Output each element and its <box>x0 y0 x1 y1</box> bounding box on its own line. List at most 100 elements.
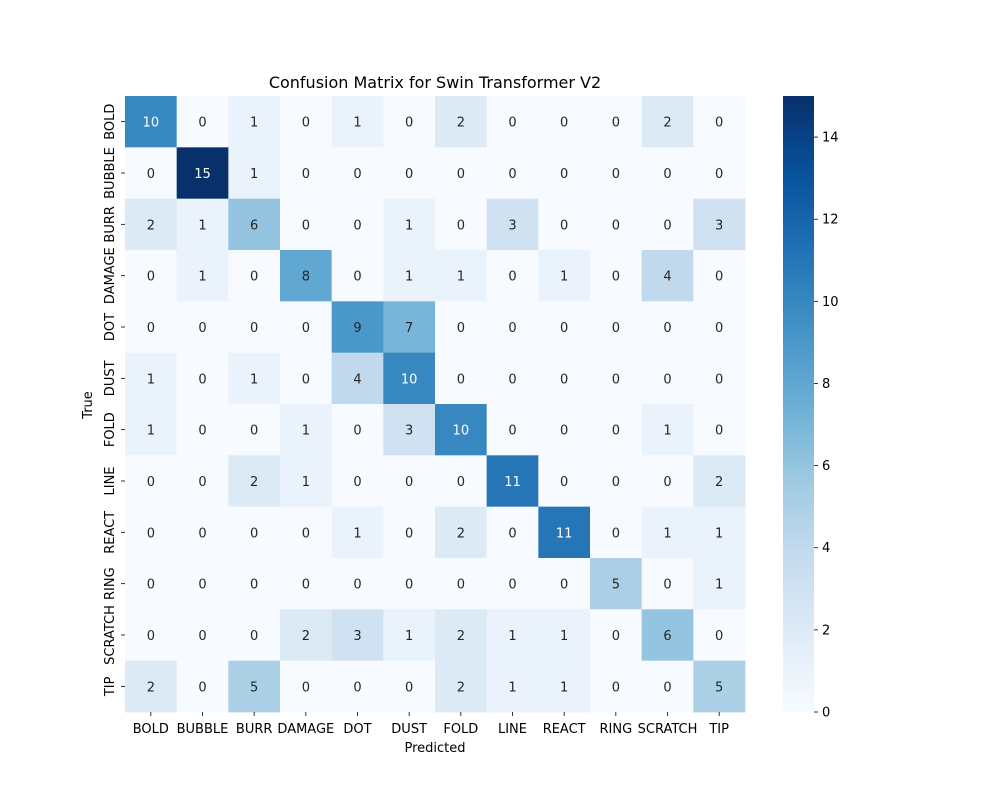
x-tick-label: BOLD <box>133 722 169 737</box>
y-tick-label: DUST <box>103 360 118 396</box>
cell-value-label: 0 <box>302 116 310 131</box>
heatmap-cell <box>693 506 746 559</box>
heatmap-cell <box>641 506 694 559</box>
heatmap-cell <box>228 250 281 302</box>
heatmap-cell <box>125 404 178 456</box>
cell-value-label: 0 <box>715 321 723 336</box>
cell-value-label: 0 <box>198 116 206 131</box>
cell-value-label: 1 <box>560 680 568 695</box>
heatmap-cell <box>228 147 281 200</box>
cell-value-label: 0 <box>353 167 361 182</box>
cell-value-label: 1 <box>715 526 723 541</box>
y-tick-label: TIP <box>103 676 118 697</box>
cell-value-label: 0 <box>715 116 723 131</box>
cell-value-label: 0 <box>663 372 671 387</box>
cell-value-label: 0 <box>353 218 361 233</box>
cell-value-label: 2 <box>147 218 155 233</box>
heatmap-cell <box>538 660 591 713</box>
heatmap-cell <box>176 404 229 456</box>
heatmap-cell <box>590 404 643 456</box>
heatmap-cell <box>280 609 333 662</box>
heatmap-cell <box>125 301 178 354</box>
colorbar-tick-label: 6 <box>822 459 830 474</box>
cell-value-label: 2 <box>457 116 465 131</box>
x-tick-label: BUBBLE <box>177 722 229 737</box>
cell-value-label: 10 <box>143 116 160 131</box>
x-tick-label: LINE <box>498 722 527 737</box>
cell-value-label: 0 <box>198 424 206 439</box>
cell-value-label: 0 <box>353 270 361 285</box>
heatmap-cell <box>538 301 591 354</box>
cell-value-label: 9 <box>353 321 361 336</box>
heatmap-cell <box>280 404 333 456</box>
cell-value-label: 10 <box>401 372 418 387</box>
cell-value-label: 1 <box>663 526 671 541</box>
heatmap-cell <box>590 558 643 610</box>
heatmap-cell <box>435 301 488 354</box>
cell-value-label: 0 <box>302 372 310 387</box>
heatmap-cell <box>435 96 488 148</box>
cell-value-label: 2 <box>302 629 310 644</box>
heatmap-cell <box>176 660 229 713</box>
x-tick-label: RING <box>599 722 632 737</box>
cell-value-label: 0 <box>198 321 206 336</box>
cell-value-label: 0 <box>147 167 155 182</box>
cell-value-label: 0 <box>405 116 413 131</box>
cell-value-label: 0 <box>405 167 413 182</box>
heatmap-cell <box>538 404 591 456</box>
cell-value-label: 0 <box>147 629 155 644</box>
cell-value-label: 0 <box>198 475 206 490</box>
cell-value-label: 0 <box>353 475 361 490</box>
cell-value-label: 0 <box>198 372 206 387</box>
heatmap-cell <box>486 147 539 200</box>
cell-value-label: 0 <box>612 218 620 233</box>
heatmap-cell <box>125 198 178 251</box>
heatmap-cell <box>383 455 436 508</box>
heatmap-cell <box>693 147 746 200</box>
heatmap-cell <box>228 558 281 610</box>
cell-value-label: 1 <box>508 629 516 644</box>
cell-value-label: 0 <box>302 680 310 695</box>
cell-value-label: 0 <box>457 218 465 233</box>
cell-value-label: 1 <box>353 116 361 131</box>
y-tick-label: DAMAGE <box>103 247 118 304</box>
heatmap-cell <box>693 96 746 148</box>
heatmap-cell <box>538 609 591 662</box>
cell-value-label: 1 <box>508 680 516 695</box>
heatmap-cell <box>538 96 591 148</box>
x-tick-label: DAMAGE <box>277 722 334 737</box>
heatmap-cell <box>486 506 539 559</box>
cell-value-label: 0 <box>250 578 258 593</box>
heatmap-cell <box>590 96 643 148</box>
x-tick-label: SCRATCH <box>638 722 698 737</box>
cell-value-label: 7 <box>405 321 413 336</box>
x-tick-label: REACT <box>543 722 586 737</box>
x-tick-label: FOLD <box>443 722 478 737</box>
cell-value-label: 1 <box>405 218 413 233</box>
colorbar-tick-label: 8 <box>822 377 830 392</box>
heatmap-cell <box>176 198 229 251</box>
heatmap-cell <box>693 198 746 251</box>
colorbar-tick-label: 10 <box>822 295 839 310</box>
cell-value-label: 6 <box>663 629 671 644</box>
heatmap-cell <box>590 147 643 200</box>
colorbar-tick-label: 2 <box>822 623 830 638</box>
y-tick-label: RING <box>103 567 118 600</box>
y-tick-label: BOLD <box>103 104 118 140</box>
cell-value-label: 1 <box>302 424 310 439</box>
cell-value-label: 1 <box>302 475 310 490</box>
cell-value-label: 2 <box>457 680 465 695</box>
heatmap-cell <box>538 352 591 405</box>
x-tick-label: BURR <box>236 722 273 737</box>
cell-value-label: 0 <box>612 270 620 285</box>
heatmap-cell <box>590 455 643 508</box>
heatmap-cell <box>641 301 694 354</box>
heatmap-cell <box>125 96 178 148</box>
heatmap-cell <box>590 301 643 354</box>
cell-value-label: 0 <box>302 218 310 233</box>
heatmap-cell <box>486 660 539 713</box>
cell-value-label: 0 <box>715 167 723 182</box>
heatmap-cell <box>435 660 488 713</box>
heatmap-cell <box>693 404 746 456</box>
colorbar-tick-label: 14 <box>822 131 839 146</box>
